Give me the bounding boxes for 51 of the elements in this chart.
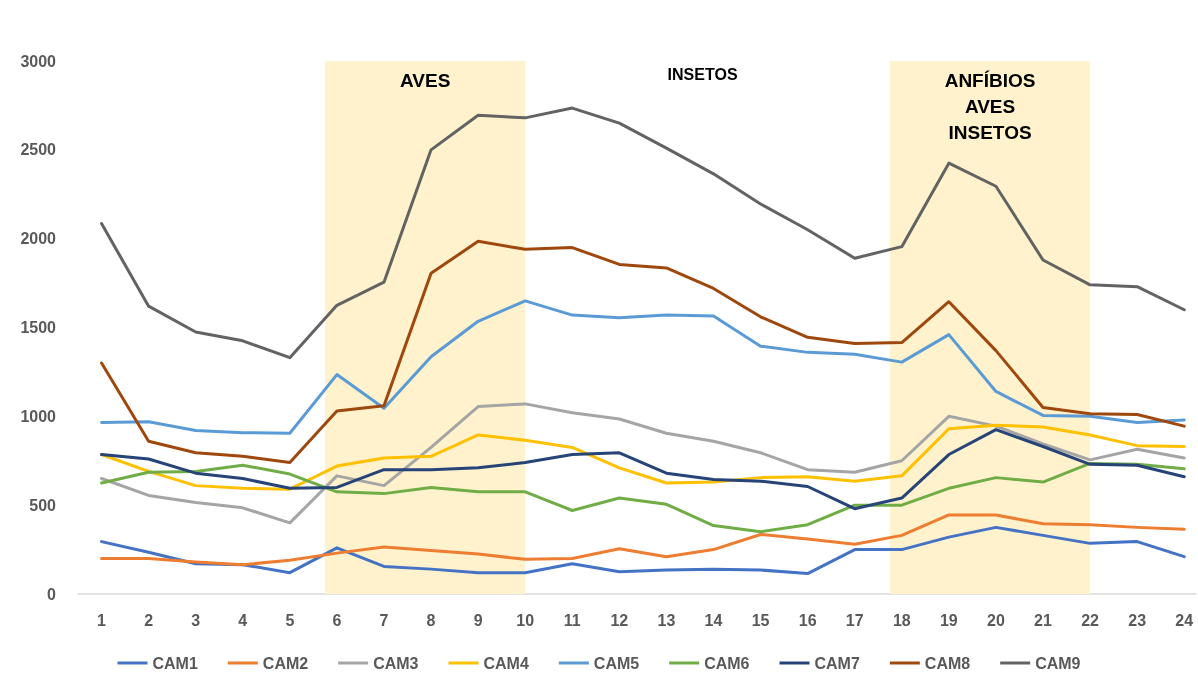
legend-label: CAM8	[924, 654, 971, 672]
legend-label: CAM5	[593, 654, 640, 672]
x-tick-label: 14	[704, 611, 723, 629]
x-tick-label: 13	[657, 611, 676, 629]
x-tick-label: 6	[332, 611, 342, 629]
annotation: INSETOS	[667, 65, 738, 83]
y-tick-label: 1000	[20, 407, 57, 425]
legend-label: CAM6	[704, 654, 750, 672]
y-tick-label: 0	[47, 585, 57, 603]
legend-label: CAM9	[1035, 654, 1081, 672]
line-series	[100, 423, 1186, 491]
legend-label: CAM7	[814, 654, 860, 672]
x-tick-label: 16	[798, 611, 817, 629]
line-series	[100, 428, 1186, 511]
legend-label: CAM3	[373, 654, 419, 672]
x-tick-label: 17	[845, 611, 864, 629]
x-tick-label: 3	[191, 611, 201, 629]
x-tick-label: 21	[1034, 611, 1053, 629]
band-label: ANFÍBIOS AVES INSETOS	[944, 69, 1036, 143]
x-tick-label: 20	[987, 611, 1005, 629]
x-tick-label: 22	[1081, 611, 1100, 629]
x-tick-label: 12	[610, 611, 629, 629]
x-tick-label: 19	[939, 611, 958, 629]
x-tick-label: 5	[285, 611, 295, 629]
legend-label: CAM2	[262, 654, 309, 672]
x-tick-label: 15	[751, 611, 770, 629]
line-series	[100, 299, 1186, 435]
x-tick-label: 10	[516, 611, 535, 629]
x-tick-label: 1	[97, 611, 107, 629]
y-tick-label: 500	[29, 496, 57, 514]
line-series	[100, 402, 1186, 525]
x-tick-label: 23	[1128, 611, 1147, 629]
x-tick-label: 2	[144, 611, 154, 629]
line-series	[100, 239, 1186, 465]
x-tick-label: 11	[563, 611, 581, 629]
x-tick-label: 18	[892, 611, 911, 629]
x-tick-label: 9	[473, 611, 483, 629]
legend-label: CAM4	[483, 654, 529, 672]
x-tick-label: 24	[1175, 611, 1194, 629]
x-tick-label: 8	[426, 611, 436, 629]
band-label: AVES	[400, 69, 451, 91]
y-tick-label: 1500	[20, 319, 57, 336]
x-tick-label: 4	[238, 611, 248, 629]
y-tick-label: 2500	[20, 141, 57, 159]
line-series	[100, 525, 1186, 576]
line-series	[100, 513, 1186, 567]
y-tick-label: 3000	[20, 52, 57, 70]
legend-label: CAM1	[152, 654, 198, 672]
line-series	[100, 461, 1186, 534]
x-tick-label: 7	[379, 611, 389, 629]
y-tick-label: 2000	[20, 230, 57, 248]
